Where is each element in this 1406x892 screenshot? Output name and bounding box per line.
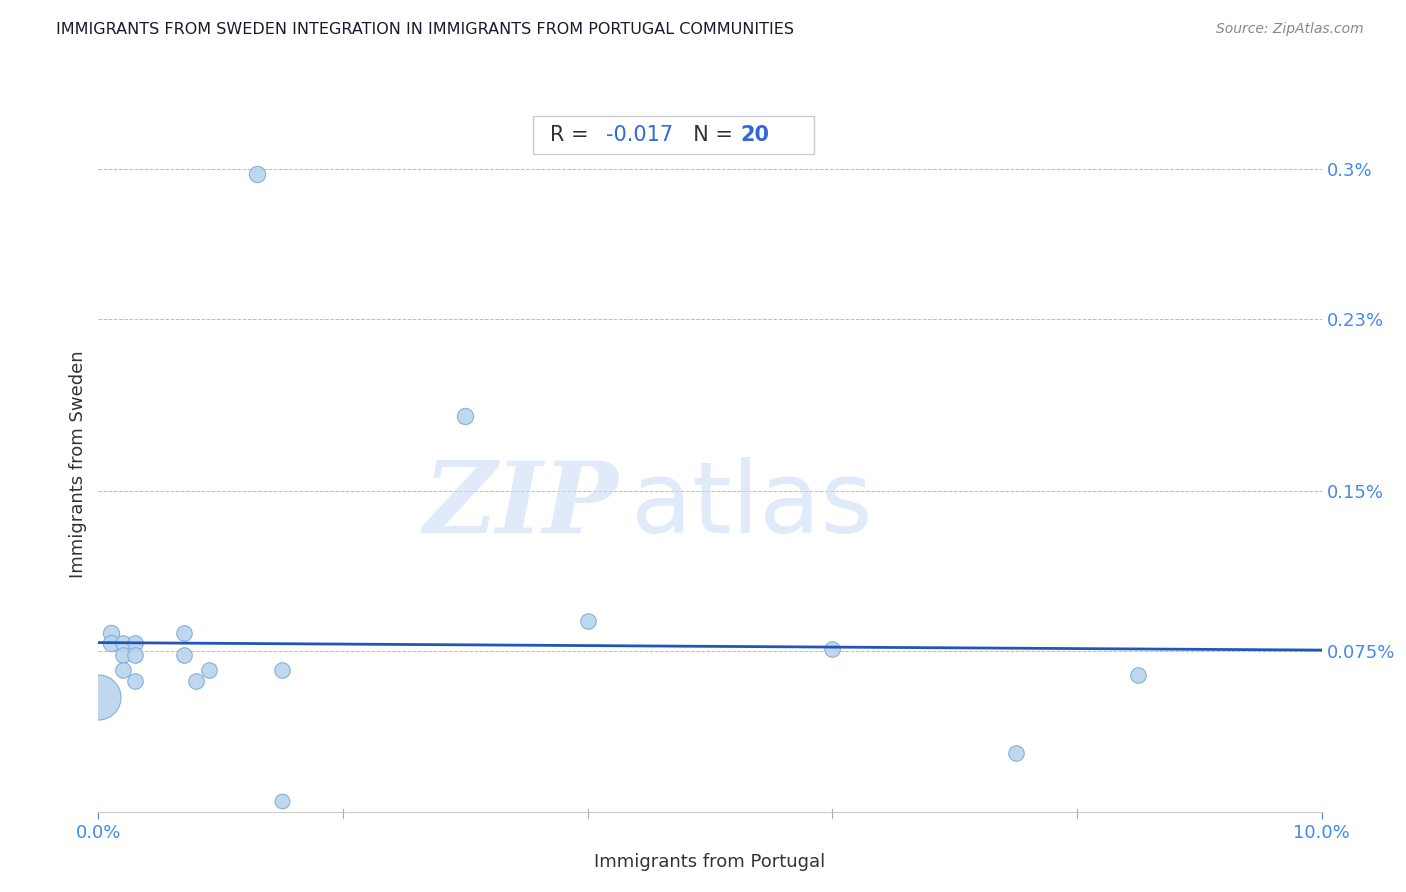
Point: [111, 635, 134, 649]
Point: [1128, 667, 1150, 681]
Text: -0.017: -0.017: [606, 125, 673, 145]
Point: [100, 626, 122, 640]
Text: IMMIGRANTS FROM SWEDEN INTEGRATION IN IMMIGRANTS FROM PORTUGAL COMMUNITIES: IMMIGRANTS FROM SWEDEN INTEGRATION IN IM…: [56, 22, 794, 37]
Text: 20: 20: [741, 125, 769, 145]
Text: Source: ZipAtlas.com: Source: ZipAtlas.com: [1216, 22, 1364, 37]
Point: [124, 674, 146, 689]
Point: [111, 664, 134, 678]
Point: [454, 409, 477, 423]
Point: [186, 674, 208, 689]
Text: atlas: atlas: [630, 457, 872, 554]
Point: [173, 626, 195, 640]
Point: [87, 690, 110, 705]
Point: [111, 648, 134, 663]
Y-axis label: Immigrants from Sweden: Immigrants from Sweden: [69, 350, 87, 578]
Point: [197, 664, 219, 678]
Point: [270, 794, 292, 808]
X-axis label: Immigrants from Portugal: Immigrants from Portugal: [595, 853, 825, 871]
Text: R =: R =: [550, 125, 595, 145]
Point: [270, 664, 292, 678]
Point: [100, 635, 122, 649]
Point: [124, 648, 146, 663]
Text: ZIP: ZIP: [423, 458, 619, 554]
Point: [821, 642, 844, 657]
Point: [173, 648, 195, 663]
Point: [576, 614, 599, 628]
Point: [1004, 746, 1026, 760]
Point: [124, 635, 146, 649]
Point: [246, 167, 269, 181]
Text: N =: N =: [681, 125, 740, 145]
